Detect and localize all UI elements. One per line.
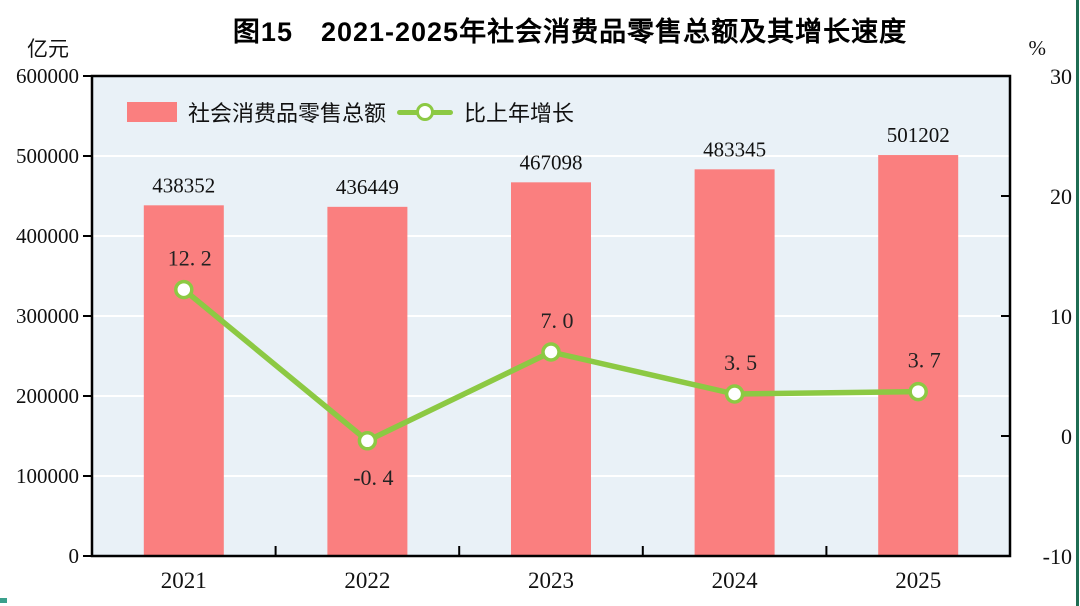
data-point-marker-2024 — [724, 384, 745, 404]
bar-2021 — [143, 205, 224, 556]
x-axis-label: 2024 — [712, 568, 759, 593]
bar-2024 — [694, 169, 775, 556]
right-axis-tick-label: -10 — [1043, 544, 1072, 569]
bar-value-label: 501202 — [887, 123, 950, 147]
right-axis-tick-label: 30 — [1050, 64, 1072, 89]
point-value-label: 7. 0 — [541, 308, 574, 333]
point-value-label: 3. 5 — [724, 350, 757, 375]
data-point-marker-2023 — [541, 342, 561, 362]
data-point-marker-2022 — [357, 431, 378, 451]
scan-mark-artifact — [0, 598, 7, 603]
legend-point-icon — [416, 103, 435, 121]
x-axis-label: 2021 — [161, 568, 207, 593]
legend-bar-swatch — [127, 102, 177, 122]
point-value-label: 3. 7 — [908, 348, 941, 373]
scan-edge-artifact — [1076, 0, 1079, 606]
bar-value-label: 438352 — [152, 173, 215, 197]
right-axis-tick-label: 20 — [1050, 184, 1072, 209]
data-point-marker-2025 — [908, 381, 928, 402]
left-axis-tick-label: 300000 — [16, 304, 79, 328]
left-axis-tick-label: 600000 — [16, 64, 79, 88]
left-axis-unit-label: 亿元 — [27, 37, 69, 61]
data-point-marker-2021 — [174, 279, 194, 300]
left-axis-tick-label: 400000 — [16, 224, 79, 248]
right-axis-tick-label: 10 — [1050, 304, 1072, 329]
bar-2023 — [511, 182, 591, 556]
x-axis-label: 2025 — [895, 568, 941, 593]
bar-value-label: 436449 — [336, 175, 399, 199]
legend-line-marker — [397, 102, 454, 122]
right-axis-tick-label: 0 — [1061, 424, 1072, 449]
legend-line-label: 比上年增长 — [464, 101, 575, 126]
bar-2022 — [327, 206, 408, 556]
bar-value-label: 467098 — [520, 150, 583, 174]
left-axis-tick-label: 500000 — [16, 144, 79, 168]
right-axis-unit-label: % — [1028, 36, 1047, 60]
point-value-label: -0. 4 — [353, 465, 393, 490]
legend-bar-label: 社会消费品零售总额 — [188, 101, 387, 126]
point-value-label: 12. 2 — [168, 246, 212, 271]
chart-title: 图15 2021-2025年社会消费品零售总额及其增长速度 — [232, 17, 908, 47]
left-axis-tick-label: 100000 — [16, 464, 79, 488]
left-axis-tick-label: 200000 — [16, 384, 79, 408]
legend: 社会消费品零售总额 比上年增长 — [127, 99, 575, 126]
bar-value-label: 483345 — [703, 137, 766, 161]
bar-2025 — [878, 155, 959, 557]
left-axis-tick-label: 0 — [69, 544, 80, 568]
x-axis-label: 2023 — [528, 568, 574, 593]
x-axis-label: 2022 — [344, 568, 390, 593]
